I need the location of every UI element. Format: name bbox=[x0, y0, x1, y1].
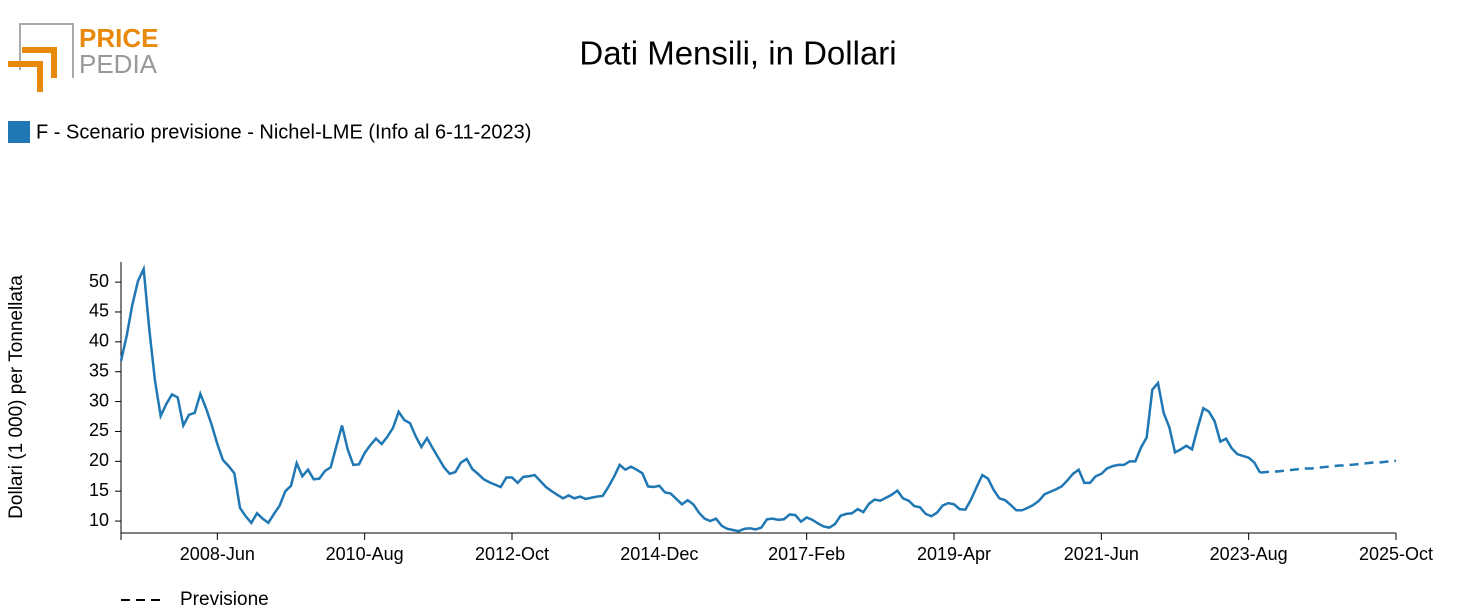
legend-label: F - Scenario previsione - Nichel-LME (In… bbox=[36, 121, 531, 143]
y-tick-label: 50 bbox=[89, 271, 109, 291]
legend-swatch bbox=[8, 121, 30, 143]
y-tick-label: 15 bbox=[89, 480, 109, 500]
logo-text: PRICE bbox=[79, 23, 158, 53]
y-tick-label: 40 bbox=[89, 331, 109, 351]
y-tick-label: 45 bbox=[89, 301, 109, 321]
x-tick-label: 2019-Apr bbox=[917, 544, 991, 564]
x-tick-label: 2010-Aug bbox=[326, 544, 404, 564]
x-tick-label: 2021-Jun bbox=[1064, 544, 1139, 564]
x-tick-label: 2023-Aug bbox=[1210, 544, 1288, 564]
chart-title: Dati Mensili, in Dollari bbox=[579, 35, 896, 72]
series-line bbox=[119, 264, 1262, 533]
logo-mark bbox=[22, 47, 57, 78]
logo-text: PEDIA bbox=[79, 49, 158, 79]
logo: PRICE PEDIA bbox=[8, 23, 158, 92]
x-tick-label: 2008-Jun bbox=[180, 544, 255, 564]
x-tick-label: 2025-Oct bbox=[1359, 544, 1433, 564]
legend-label: Previsione bbox=[180, 589, 269, 610]
y-axis-label: Dollari (1 000) per Tonnellata bbox=[6, 275, 27, 519]
y-tick-label: 20 bbox=[89, 450, 109, 470]
x-tick-label: 2014-Dec bbox=[620, 544, 698, 564]
y-tick-label: 35 bbox=[89, 360, 109, 380]
y-tick-label: 25 bbox=[89, 420, 109, 440]
y-tick-label: 10 bbox=[89, 510, 109, 530]
x-tick-label: 2012-Oct bbox=[475, 544, 549, 564]
logo-mark bbox=[8, 61, 43, 92]
logo-frame bbox=[19, 23, 74, 78]
x-tick-label: 2017-Feb bbox=[768, 544, 845, 564]
y-tick-label: 30 bbox=[89, 390, 109, 410]
series-line bbox=[1259, 459, 1397, 474]
